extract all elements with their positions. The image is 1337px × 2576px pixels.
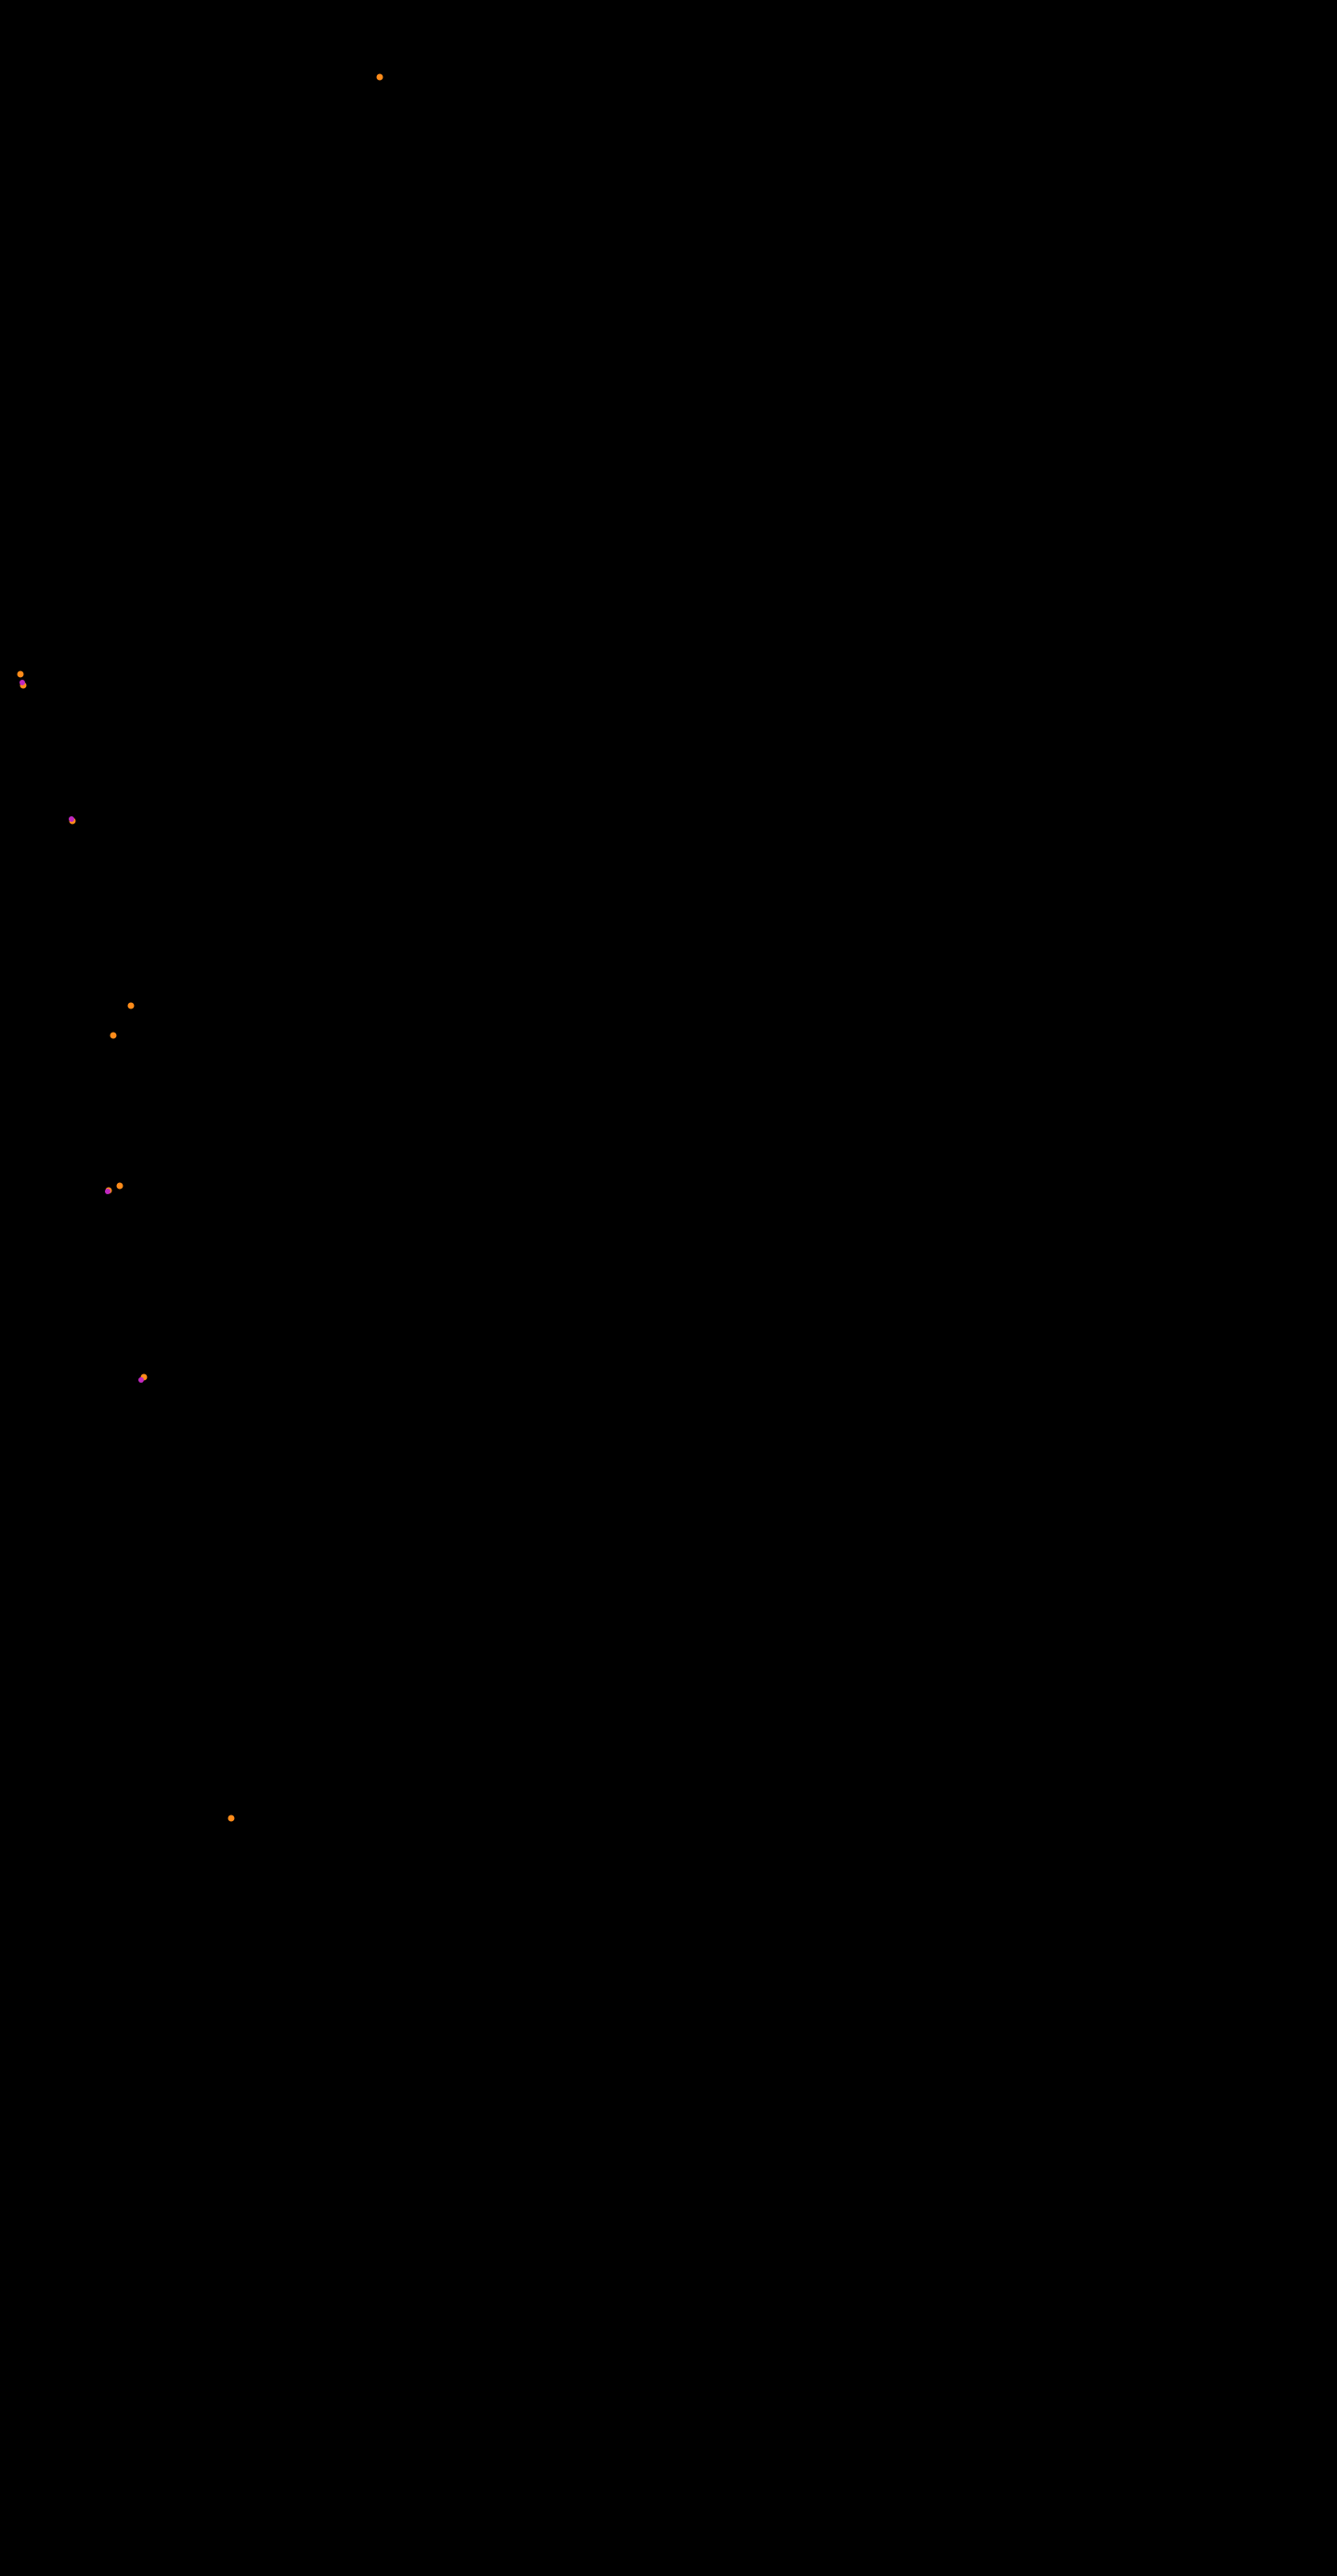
scatter-point-orange	[110, 1033, 117, 1039]
scatter-point-orange	[228, 1815, 235, 1822]
scatter-point-orange	[117, 1183, 123, 1190]
scatter-point-orange	[128, 1003, 135, 1009]
scatter-point-magenta	[69, 816, 74, 822]
scatter-point-orange	[18, 671, 24, 678]
scatter-point-magenta	[19, 680, 25, 685]
scatter-point-magenta	[105, 1189, 110, 1194]
scatter-point-orange	[377, 74, 383, 81]
scatter-point-magenta	[138, 1377, 144, 1383]
scatter-canvas	[0, 0, 1337, 2576]
